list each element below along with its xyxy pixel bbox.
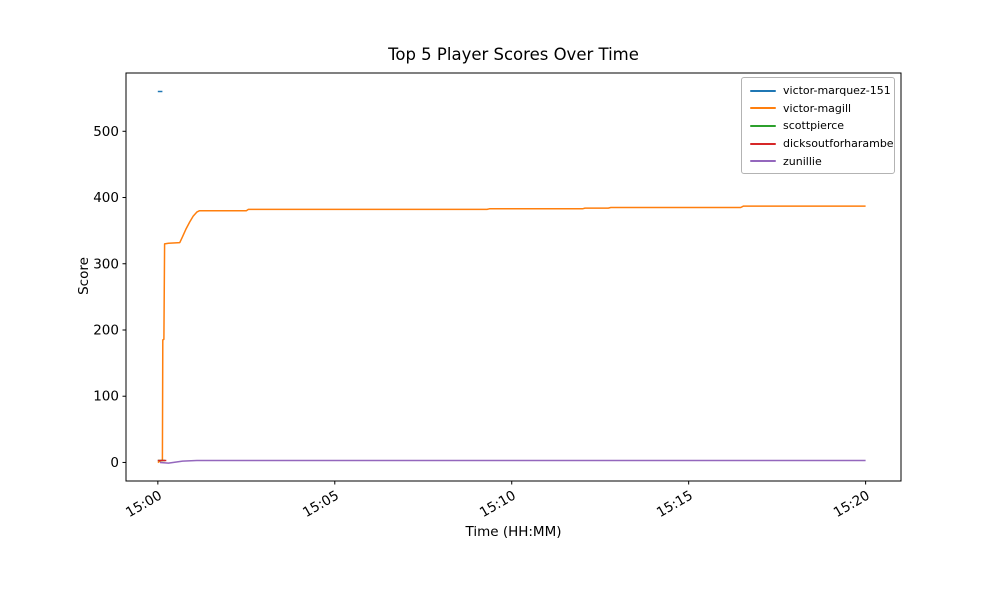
legend-item-dicksoutforharambe: dicksoutforharambe [742, 135, 894, 153]
legend-item-victor-marquez-151: victor-marquez-151 [742, 82, 894, 100]
x-tick-label: 15:00 [123, 488, 165, 521]
legend-item-victor-magill: victor-magill [742, 100, 894, 118]
series-line-victor-magill [157, 205, 866, 464]
x-axis-label: Time (HH:MM) [465, 524, 562, 540]
x-tick-label: 15:20 [831, 488, 873, 521]
legend-line-swatch [750, 160, 776, 163]
y-tick-label: 500 [93, 124, 119, 140]
legend-label: victor-marquez-151 [783, 84, 891, 98]
legend: victor-marquez-151 victor-magill scottpier… [741, 77, 895, 174]
y-tick-label: 100 [93, 389, 119, 405]
chart-title: Top 5 Player Scores Over Time [388, 45, 639, 64]
legend-item-zunillie: zunillie [742, 152, 894, 170]
plot-frame [125, 72, 902, 482]
legend-line-swatch [750, 89, 776, 92]
legend-line-swatch [750, 107, 776, 110]
legend-line-swatch [750, 142, 776, 145]
legend-item-scottpierce: scottpierce [742, 117, 894, 135]
legend-line-swatch [750, 124, 776, 127]
legend-label: zunillie [783, 154, 822, 168]
x-tick-label: 15:15 [654, 488, 696, 521]
series-line-zunillie [159, 459, 866, 464]
y-tick-label: 400 [93, 190, 119, 206]
x-tick-label: 15:05 [300, 488, 342, 521]
legend-label: scottpierce [783, 119, 845, 133]
y-tick-label: 200 [93, 322, 119, 338]
x-tick-label: 15:10 [477, 488, 519, 521]
y-tick-label: 300 [93, 256, 119, 272]
legend-label: dicksoutforharambe [783, 137, 894, 151]
y-tick-label: 0 [110, 455, 119, 471]
legend-label: victor-magill [783, 101, 852, 115]
